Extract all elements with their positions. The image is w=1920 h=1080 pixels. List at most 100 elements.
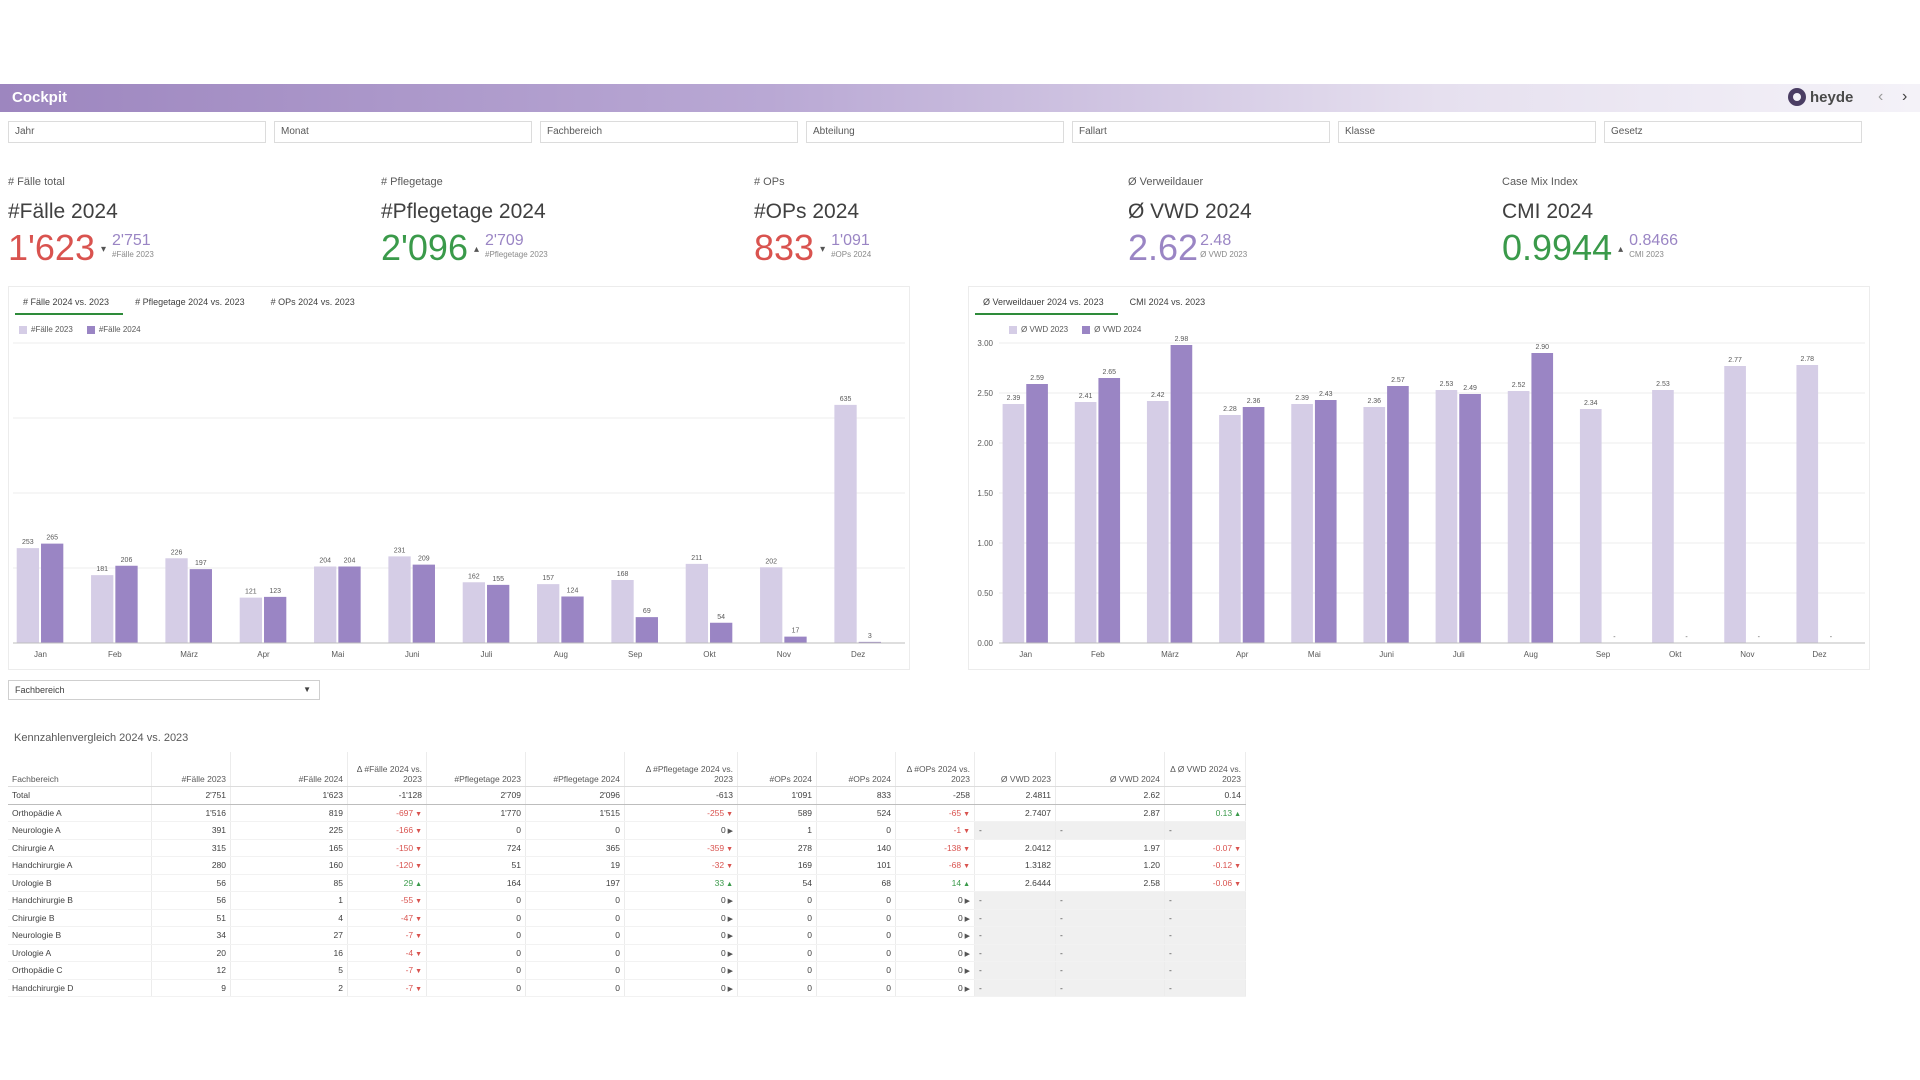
filter-klasse[interactable]: Klasse: [1338, 121, 1596, 143]
column-header[interactable]: #OPs 2024: [737, 752, 817, 787]
table-cell: -32 ▼: [624, 856, 738, 875]
bar-2023[interactable]: [1507, 391, 1530, 643]
table-row[interactable]: Chirurgie B 51 4 -47 ▼ 0 0 0 ▶ 0 0 0 ▶ - - -: [8, 909, 1246, 927]
chevron-right-icon[interactable]: ›: [1902, 88, 1908, 105]
column-header[interactable]: Δ #OPs 2024 vs. 2023: [895, 752, 975, 787]
table-row[interactable]: Orthopädie C 12 5 -7 ▼ 0 0 0 ▶ 0 0 0 ▶ - - -: [8, 961, 1246, 980]
bar-2024[interactable]: [487, 584, 510, 643]
bar-2023[interactable]: [1146, 401, 1169, 643]
table-row[interactable]: Handchirurgie B 56 1 -55 ▼ 0 0 0 ▶ 0 0 0 ▶ - - -: [8, 891, 1246, 910]
bar-2024[interactable]: [412, 564, 435, 643]
bar-2023[interactable]: [1724, 366, 1746, 643]
table-row[interactable]: Handchirurgie D 9 2 -7 ▼ 0 0 0 ▶ 0 0 0 ▶ - - -: [8, 979, 1246, 997]
column-header[interactable]: Ø VWD 2023: [974, 752, 1056, 787]
table-cell: 0: [426, 821, 526, 840]
column-header[interactable]: #Pflegetage 2024: [525, 752, 625, 787]
bar-2023[interactable]: [1435, 390, 1458, 643]
bar-2024[interactable]: [1170, 345, 1193, 643]
table-row[interactable]: Neurologie A 391 225 -166 ▼ 0 0 0 ▶ 1 0 -1 ▼ - - -: [8, 821, 1246, 840]
bar-2024[interactable]: [858, 641, 881, 643]
bar-2023[interactable]: [16, 548, 40, 643]
bar-2024[interactable]: [189, 569, 212, 643]
table-cell: -: [1055, 891, 1165, 910]
bar-2024[interactable]: [338, 566, 361, 644]
bar-2024[interactable]: [1314, 400, 1337, 643]
filter-fachbereich[interactable]: Fachbereich: [540, 121, 798, 143]
filter-abteilung[interactable]: Abteilung: [806, 121, 1064, 143]
chevron-left-icon[interactable]: ‹: [1878, 88, 1884, 105]
bar-2023[interactable]: [165, 558, 188, 643]
bar-2024[interactable]: [41, 543, 64, 643]
app-title-bar: Cockpit heyde ‹ ›: [0, 84, 1920, 112]
table-row[interactable]: Urologie A 20 16 -4 ▼ 0 0 0 ▶ 0 0 0 ▶ - - -: [8, 944, 1246, 962]
bar-2023[interactable]: [1796, 365, 1819, 643]
kpi-compare-label: #Fälle 2023: [112, 250, 154, 259]
bar-2024[interactable]: [710, 622, 733, 643]
bar-2024[interactable]: [115, 565, 138, 643]
table-cell: -4 ▼: [347, 944, 427, 962]
bar-2023[interactable]: [239, 597, 263, 643]
tab-faelle[interactable]: # Fälle 2024 vs. 2023: [15, 293, 124, 315]
tab-pflegetage[interactable]: # Pflegetage 2024 vs. 2023: [135, 297, 245, 307]
bar-2023[interactable]: [537, 584, 560, 643]
column-header[interactable]: #OPs 2024: [816, 752, 896, 787]
bar-2023[interactable]: [1652, 390, 1674, 643]
table-cell: 0: [426, 891, 526, 910]
bar-2023[interactable]: [1219, 415, 1241, 643]
bar-2023[interactable]: [685, 563, 709, 643]
bar-2024[interactable]: [784, 636, 807, 643]
table-total-row[interactable]: Total 2'751 1'623 -1'128 2'709 2'096 -613 1'091…: [8, 786, 1246, 805]
data-label: 123: [269, 588, 281, 595]
bar-2023[interactable]: [1002, 404, 1025, 643]
bar-2024[interactable]: [561, 596, 584, 644]
table-row[interactable]: Orthopädie A 1'516 819 -697 ▼ 1'770 1'515 -255…: [8, 804, 1246, 822]
bar-2023[interactable]: [1363, 407, 1386, 643]
kpi-compare-label: Ø VWD 2023: [1200, 250, 1248, 259]
bar-2024[interactable]: [1098, 378, 1121, 643]
tab-cmi[interactable]: CMI 2024 vs. 2023: [1129, 297, 1206, 307]
bar-2023[interactable]: [388, 556, 411, 643]
table-row[interactable]: Chirurgie A 315 165 -150 ▼ 724 365 -359 ▼ 278 14…: [8, 839, 1246, 857]
tab-ops[interactable]: # OPs 2024 vs. 2023: [270, 297, 355, 307]
bar-2023[interactable]: [1074, 402, 1097, 643]
app-title: Cockpit: [12, 89, 68, 106]
column-header[interactable]: #Pflegetage 2023: [426, 752, 526, 787]
bar-2024[interactable]: [1242, 407, 1265, 643]
bar-2023[interactable]: [760, 567, 783, 643]
table-cell: 1'770: [426, 804, 526, 822]
filter-monat[interactable]: Monat: [274, 121, 532, 143]
bar-2024[interactable]: [1387, 386, 1409, 643]
table-cell: 34: [151, 926, 231, 945]
column-header[interactable]: Δ Ø VWD 2024 vs. 2023: [1164, 752, 1246, 787]
table-row[interactable]: Neurologie B 34 27 -7 ▼ 0 0 0 ▶ 0 0 0 ▶ - - -: [8, 926, 1246, 945]
column-header[interactable]: Δ #Pflegetage 2024 vs. 2023: [624, 752, 738, 787]
table-cell: -65 ▼: [895, 804, 975, 822]
filter-jahr[interactable]: Jahr: [8, 121, 266, 143]
bar-2023[interactable]: [462, 582, 486, 643]
column-header[interactable]: #Fälle 2023: [151, 752, 231, 787]
data-label: -: [1685, 634, 1688, 641]
bar-2023[interactable]: [1579, 409, 1602, 643]
bar-2023[interactable]: [314, 566, 337, 644]
tab-verweildauer[interactable]: Ø Verweildauer 2024 vs. 2023: [975, 293, 1118, 315]
bar-2023[interactable]: [611, 580, 634, 643]
table-row[interactable]: Handchirurgie A 280 160 -120 ▼ 51 19 -32 ▼ 169 1…: [8, 856, 1246, 875]
bar-2023[interactable]: [91, 575, 114, 643]
bar-2023[interactable]: [834, 404, 857, 643]
column-header[interactable]: Ø VWD 2024: [1055, 752, 1165, 787]
bar-2024[interactable]: [635, 617, 658, 643]
fachbereich-dropdown[interactable]: Fachbereich ▼: [8, 680, 320, 700]
table-cell: 0 ▶: [624, 891, 738, 910]
table-cell: -: [1164, 944, 1246, 962]
filter-gesetz[interactable]: Gesetz: [1604, 121, 1862, 143]
bar-2024[interactable]: [1459, 394, 1481, 643]
column-header[interactable]: #Fälle 2024: [230, 752, 348, 787]
column-header[interactable]: Fachbereich: [8, 752, 152, 787]
bar-2024[interactable]: [264, 596, 287, 643]
table-row[interactable]: Urologie B 56 85 29 ▲ 164 197 33 ▲ 54 68 14 ▲ 2.64…: [8, 874, 1246, 892]
bar-2023[interactable]: [1291, 404, 1313, 643]
bar-2024[interactable]: [1531, 353, 1554, 643]
bar-2024[interactable]: [1026, 384, 1048, 643]
column-header[interactable]: Δ #Fälle 2024 vs. 2023: [347, 752, 427, 787]
filter-fallart[interactable]: Fallart: [1072, 121, 1330, 143]
